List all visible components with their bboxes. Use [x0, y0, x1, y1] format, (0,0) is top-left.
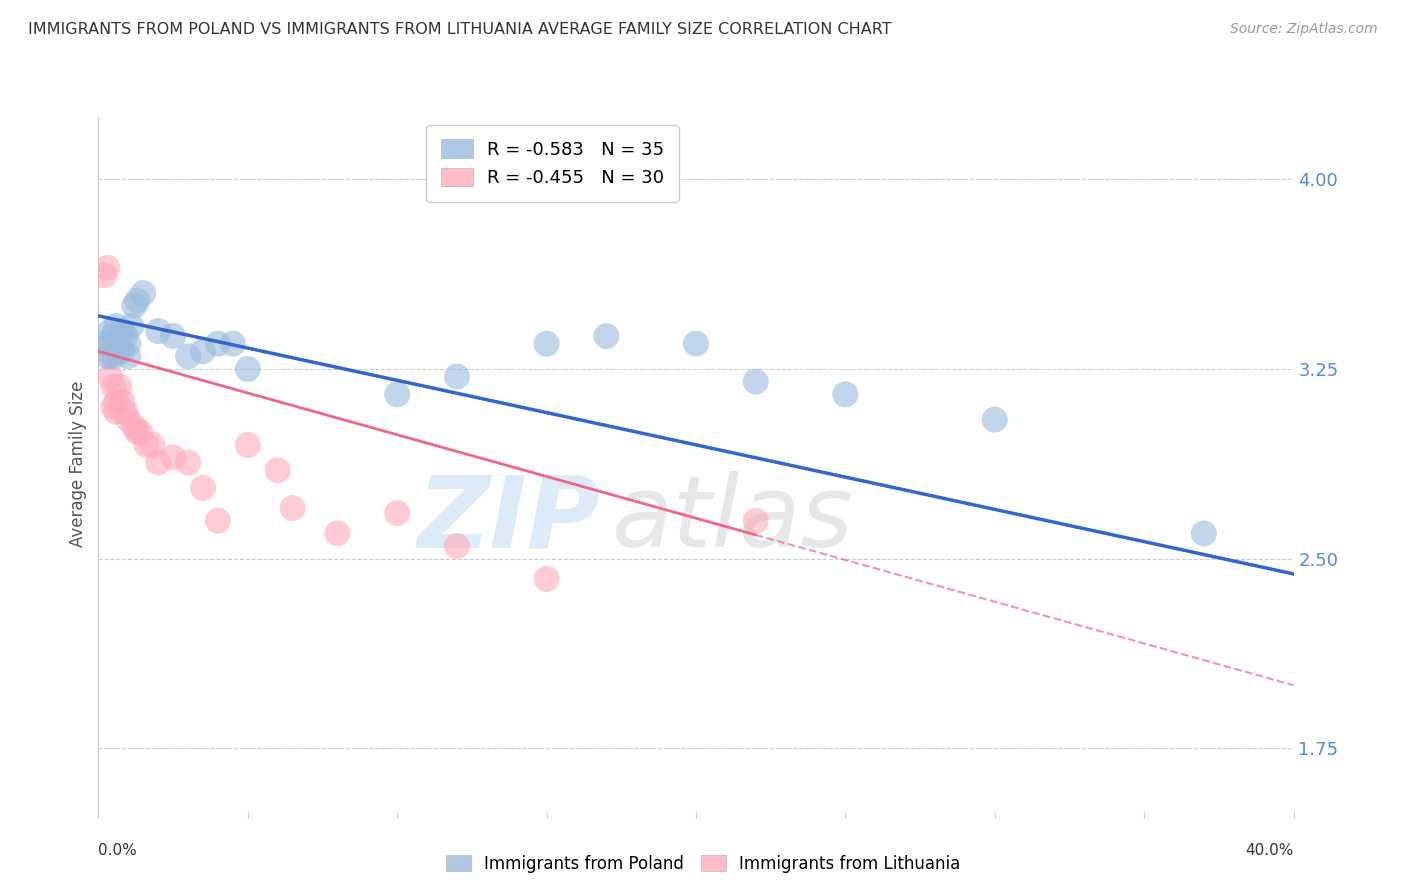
Point — [105, 318, 128, 333]
Point — [385, 387, 409, 401]
Point — [127, 293, 149, 308]
Point — [222, 336, 245, 351]
Point — [100, 369, 122, 384]
Point — [111, 344, 134, 359]
Point — [177, 349, 200, 363]
Point — [141, 438, 163, 452]
Point — [834, 387, 856, 401]
Point — [124, 420, 146, 434]
Point — [100, 324, 122, 338]
Point — [162, 450, 184, 465]
Point — [236, 362, 259, 376]
Point — [148, 456, 170, 470]
Point — [135, 438, 157, 452]
Point — [105, 344, 128, 359]
Point — [105, 405, 128, 419]
Point — [127, 425, 149, 440]
Point — [117, 336, 139, 351]
Point — [162, 329, 184, 343]
Point — [103, 400, 125, 414]
Point — [236, 438, 259, 452]
Point — [446, 369, 468, 384]
Point — [111, 395, 134, 409]
Point — [93, 336, 115, 351]
Point — [132, 286, 155, 301]
Point — [281, 501, 304, 516]
Point — [117, 412, 139, 426]
Point — [117, 349, 139, 363]
Point — [745, 375, 768, 389]
Point — [191, 344, 214, 359]
Point — [108, 336, 131, 351]
Point — [207, 336, 229, 351]
Point — [114, 405, 136, 419]
Point — [326, 526, 349, 541]
Point — [124, 299, 146, 313]
Point — [207, 514, 229, 528]
Point — [745, 514, 768, 528]
Point — [129, 425, 152, 440]
Point — [105, 395, 128, 409]
Point — [148, 324, 170, 338]
Point — [536, 572, 558, 586]
Point — [536, 336, 558, 351]
Point — [103, 329, 125, 343]
Point — [96, 349, 118, 363]
Legend: R = -0.583   N = 35, R = -0.455   N = 30: R = -0.583 N = 35, R = -0.455 N = 30 — [426, 125, 679, 202]
Point — [108, 329, 131, 343]
Point — [111, 324, 134, 338]
Text: IMMIGRANTS FROM POLAND VS IMMIGRANTS FROM LITHUANIA AVERAGE FAMILY SIZE CORRELAT: IMMIGRANTS FROM POLAND VS IMMIGRANTS FRO… — [28, 22, 891, 37]
Point — [595, 329, 617, 343]
Point — [108, 379, 131, 393]
Point — [385, 506, 409, 520]
Point — [1192, 526, 1215, 541]
Point — [93, 268, 115, 283]
Y-axis label: Average Family Size: Average Family Size — [69, 381, 87, 547]
Text: ZIP: ZIP — [418, 471, 600, 568]
Point — [114, 329, 136, 343]
Point — [685, 336, 707, 351]
Text: 40.0%: 40.0% — [1246, 843, 1294, 858]
Point — [96, 260, 118, 275]
Point — [103, 349, 125, 363]
Point — [267, 463, 290, 477]
Point — [984, 412, 1007, 426]
Point — [103, 379, 125, 393]
Text: atlas: atlas — [613, 471, 853, 568]
Point — [191, 481, 214, 495]
Point — [177, 456, 200, 470]
Text: 0.0%: 0.0% — [98, 843, 138, 858]
Point — [446, 539, 468, 553]
Point — [100, 349, 122, 363]
Text: Source: ZipAtlas.com: Source: ZipAtlas.com — [1230, 22, 1378, 37]
Point — [100, 336, 122, 351]
Legend: Immigrants from Poland, Immigrants from Lithuania: Immigrants from Poland, Immigrants from … — [439, 848, 967, 880]
Point — [120, 318, 142, 333]
